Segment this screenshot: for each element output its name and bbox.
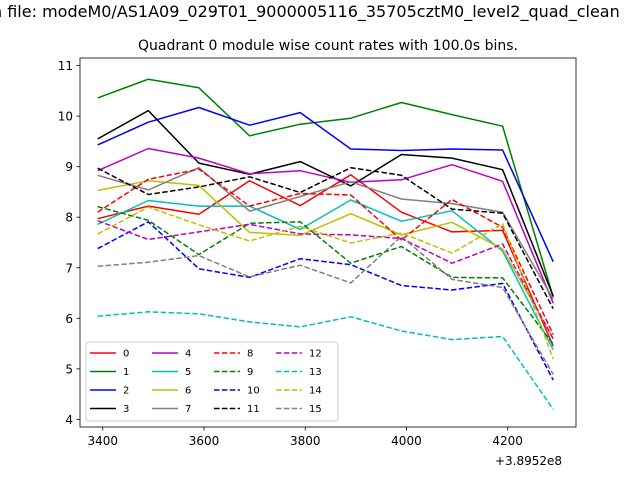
chart-title: Quadrant 0 module wise count rates with … bbox=[138, 38, 518, 54]
y-tick-label: 11 bbox=[58, 59, 73, 73]
legend-label-2: 2 bbox=[123, 386, 129, 397]
series-line-15 bbox=[97, 235, 554, 375]
series-line-4 bbox=[97, 147, 554, 304]
legend-label-8: 8 bbox=[247, 349, 253, 360]
series-line-3 bbox=[97, 109, 554, 297]
legend-label-0: 0 bbox=[123, 349, 129, 360]
y-tick-label: 10 bbox=[58, 110, 73, 124]
legend-label-13: 13 bbox=[309, 367, 322, 378]
y-tick-label: 9 bbox=[65, 160, 73, 174]
x-offset-label: +3.8952e8 bbox=[495, 454, 562, 468]
series-lines bbox=[97, 78, 554, 410]
legend-label-5: 5 bbox=[185, 367, 191, 378]
y-tick-label: 4 bbox=[65, 413, 73, 427]
legend-label-6: 6 bbox=[185, 386, 191, 397]
legend-label-11: 11 bbox=[247, 404, 260, 415]
legend-label-10: 10 bbox=[247, 386, 260, 397]
series-line-11 bbox=[97, 166, 554, 310]
series-line-10 bbox=[97, 221, 554, 381]
file-title: n file: modeM0/AS1A09_029T01_9000005116_… bbox=[0, 2, 620, 22]
series-line-2 bbox=[97, 106, 554, 263]
series-line-9 bbox=[97, 205, 554, 345]
legend-label-1: 1 bbox=[123, 367, 129, 378]
series-line-13 bbox=[97, 311, 554, 410]
y-tick-label: 8 bbox=[65, 211, 73, 225]
x-tick-label: 3800 bbox=[290, 434, 321, 448]
series-line-12 bbox=[97, 220, 554, 340]
legend-box bbox=[85, 341, 339, 422]
legend-label-14: 14 bbox=[309, 386, 322, 397]
y-tick-label: 7 bbox=[65, 261, 73, 275]
series-line-5 bbox=[97, 199, 554, 351]
x-tick-label: 4000 bbox=[391, 434, 422, 448]
legend-label-4: 4 bbox=[185, 349, 191, 360]
y-tick-label: 5 bbox=[65, 362, 73, 376]
axes-frame bbox=[79, 57, 577, 428]
legend-label-9: 9 bbox=[247, 367, 253, 378]
x-tick-label: 4200 bbox=[492, 434, 523, 448]
legend-label-12: 12 bbox=[309, 349, 322, 360]
legend-label-7: 7 bbox=[185, 404, 191, 415]
series-line-6 bbox=[97, 180, 554, 339]
series-line-8 bbox=[97, 168, 554, 335]
series-line-7 bbox=[97, 166, 554, 300]
y-tick-label: 6 bbox=[65, 312, 73, 326]
legend-label-3: 3 bbox=[123, 404, 129, 415]
x-tick-label: 3400 bbox=[88, 434, 119, 448]
legend-label-15: 15 bbox=[309, 404, 322, 415]
series-line-14 bbox=[97, 206, 554, 360]
series-line-1 bbox=[97, 78, 554, 298]
x-tick-label: 3600 bbox=[189, 434, 220, 448]
